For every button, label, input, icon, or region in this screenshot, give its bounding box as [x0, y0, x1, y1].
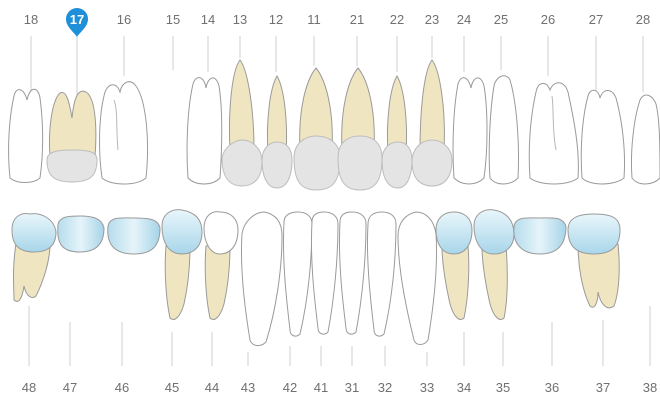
tooth-23[interactable]: [411, 36, 453, 187]
upper-number-21[interactable]: 21: [350, 12, 364, 27]
upper-number-13[interactable]: 13: [233, 12, 247, 27]
lower-number-32[interactable]: 32: [378, 380, 392, 395]
lower-tooth-numbers: 48 47 46 45 44 43 42 41 31 32 33 34 35 3…: [22, 380, 657, 395]
tooth-48[interactable]: [11, 213, 57, 366]
upper-number-25[interactable]: 25: [494, 12, 508, 27]
tooth-37[interactable]: [567, 213, 621, 366]
upper-number-18[interactable]: 18: [24, 12, 38, 27]
tooth-32[interactable]: [366, 211, 397, 366]
tooth-34[interactable]: [435, 211, 473, 366]
upper-tooth-numbers: 17 18 16 15 14 13 12 11 21 22 23 24 25 2…: [24, 8, 650, 37]
lower-number-38[interactable]: 38: [643, 380, 657, 395]
upper-number-14[interactable]: 14: [201, 12, 215, 27]
lower-number-45[interactable]: 45: [165, 380, 179, 395]
upper-number-28[interactable]: 28: [636, 12, 650, 27]
tooth-14[interactable]: [186, 36, 223, 185]
upper-number-24[interactable]: 24: [457, 12, 471, 27]
lower-arch: [11, 209, 651, 366]
lower-number-43[interactable]: 43: [241, 380, 255, 395]
lower-number-35[interactable]: 35: [496, 380, 510, 395]
tooth-31[interactable]: [338, 211, 367, 366]
lower-number-36[interactable]: 36: [545, 380, 559, 395]
tooth-21[interactable]: [337, 36, 383, 191]
tooth-36[interactable]: [513, 217, 567, 366]
upper-number-12[interactable]: 12: [269, 12, 283, 27]
upper-number-11[interactable]: 11: [307, 12, 321, 27]
tooth-25[interactable]: [488, 36, 520, 185]
lower-number-34[interactable]: 34: [457, 380, 471, 395]
tooth-45[interactable]: [161, 209, 203, 366]
tooth-33[interactable]: [397, 211, 438, 366]
selected-tooth-number: 17: [70, 12, 84, 27]
tooth-27[interactable]: [580, 36, 626, 185]
tooth-17[interactable]: [46, 36, 98, 183]
lower-number-46[interactable]: 46: [115, 380, 129, 395]
lower-number-37[interactable]: 37: [596, 380, 610, 395]
selected-tooth-marker[interactable]: 17: [66, 8, 88, 37]
tooth-43[interactable]: [240, 211, 283, 366]
lower-number-41[interactable]: 41: [314, 380, 328, 395]
upper-arch: [8, 36, 660, 191]
tooth-13[interactable]: [221, 36, 263, 187]
tooth-24[interactable]: [452, 36, 488, 185]
lower-number-42[interactable]: 42: [283, 380, 297, 395]
upper-number-27[interactable]: 27: [589, 12, 603, 27]
tooth-18[interactable]: [8, 36, 44, 183]
lower-number-44[interactable]: 44: [205, 380, 219, 395]
upper-number-15[interactable]: 15: [166, 12, 180, 27]
upper-number-16[interactable]: 16: [117, 12, 131, 27]
tooth-42[interactable]: [282, 211, 313, 366]
tooth-11[interactable]: [293, 36, 341, 191]
tooth-44[interactable]: [203, 211, 239, 366]
upper-number-22[interactable]: 22: [390, 12, 404, 27]
tooth-12[interactable]: [261, 36, 293, 189]
lower-number-31[interactable]: 31: [345, 380, 359, 395]
tooth-35[interactable]: [473, 209, 515, 366]
tooth-16[interactable]: [99, 36, 148, 185]
upper-number-26[interactable]: 26: [541, 12, 555, 27]
tooth-28[interactable]: [631, 36, 660, 185]
lower-number-48[interactable]: 48: [22, 380, 36, 395]
lower-number-47[interactable]: 47: [63, 380, 77, 395]
lower-number-33[interactable]: 33: [420, 380, 434, 395]
tooth-22[interactable]: [381, 36, 413, 189]
upper-number-23[interactable]: 23: [425, 12, 439, 27]
tooth-41[interactable]: [310, 211, 339, 366]
tooth-46[interactable]: [107, 217, 161, 366]
tooth-47[interactable]: [57, 215, 105, 366]
tooth-26[interactable]: [528, 36, 579, 185]
